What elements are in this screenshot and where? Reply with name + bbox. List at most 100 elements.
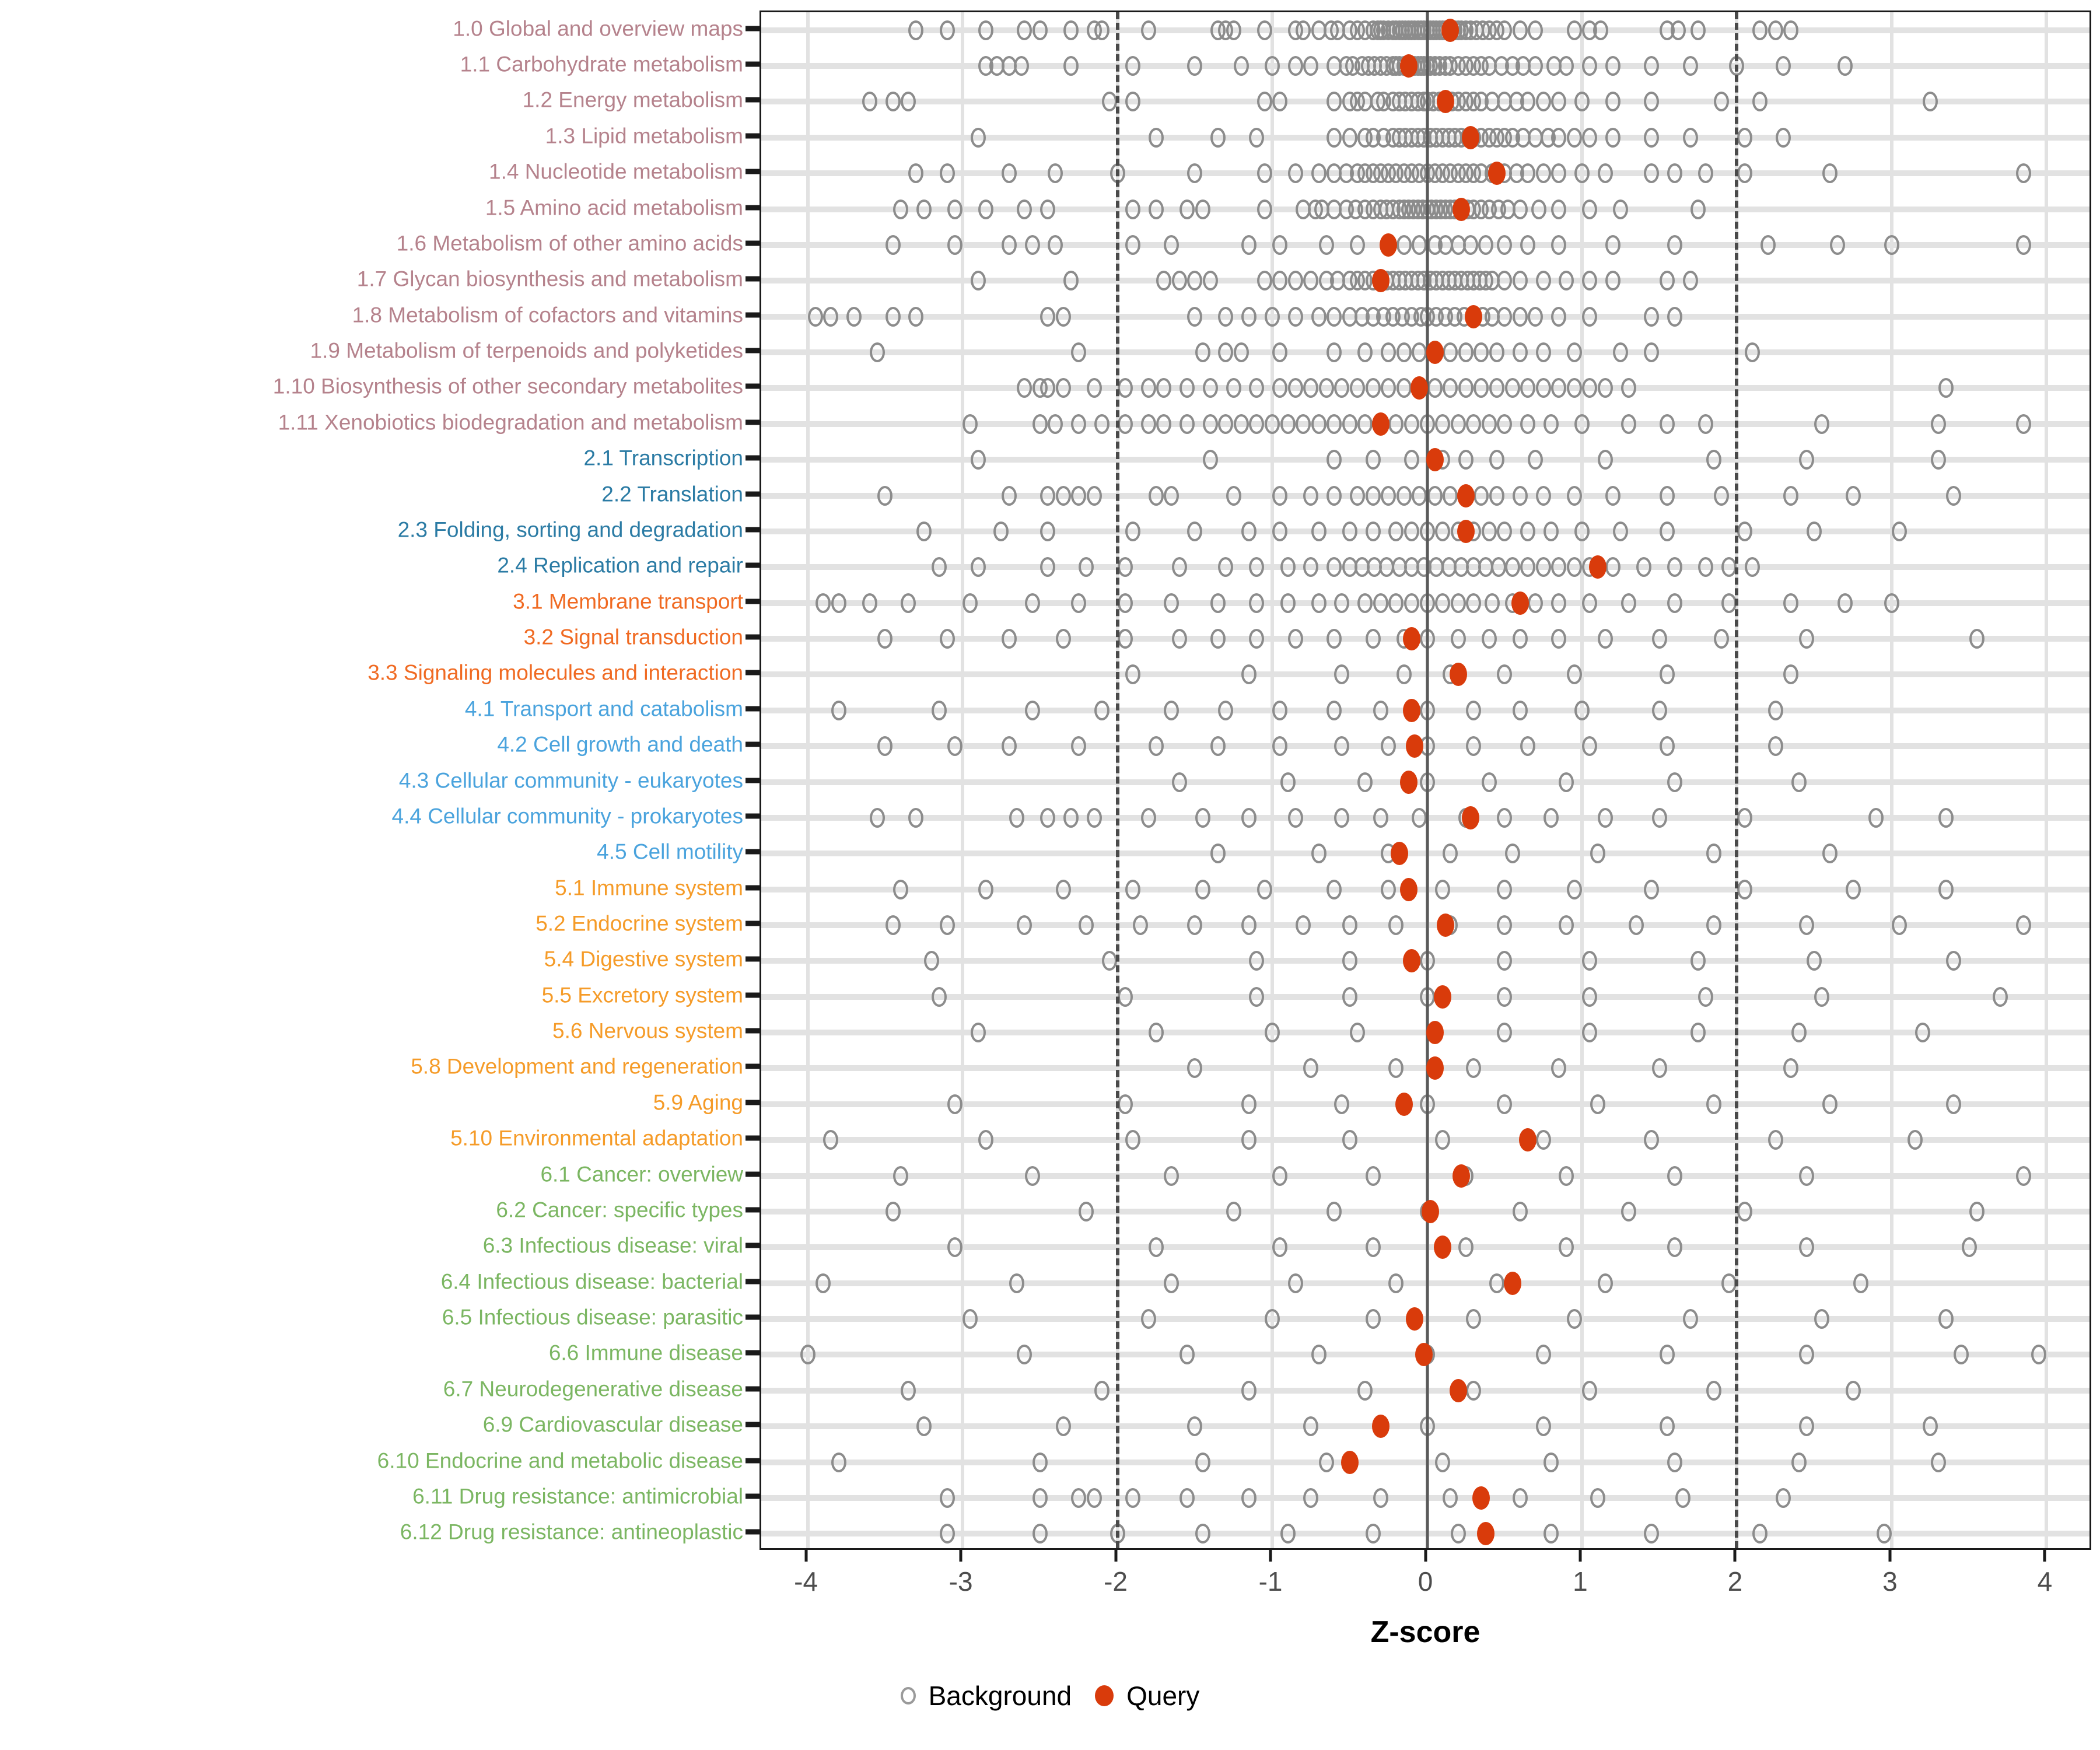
background-point bbox=[1272, 92, 1288, 112]
background-point bbox=[1256, 163, 1272, 184]
background-point bbox=[1032, 414, 1048, 434]
y-axis-label: 5.4 Digestive system bbox=[544, 947, 743, 971]
background-point bbox=[1040, 521, 1056, 541]
background-point bbox=[1938, 378, 1954, 398]
background-point bbox=[1582, 199, 1598, 219]
background-point bbox=[1481, 772, 1497, 792]
legend-item-query[interactable]: Query bbox=[1095, 1680, 1199, 1712]
background-point bbox=[1249, 557, 1265, 578]
background-point bbox=[1024, 700, 1040, 720]
background-point bbox=[1071, 414, 1087, 434]
background-point bbox=[1543, 807, 1559, 828]
background-point bbox=[1233, 56, 1249, 76]
background-point bbox=[1776, 56, 1791, 76]
background-point bbox=[1597, 807, 1613, 828]
background-point bbox=[1187, 915, 1203, 935]
background-point bbox=[1326, 450, 1342, 470]
y-axis-category-labels: 1.0 Global and overview maps 1.1 Carbohyd… bbox=[0, 0, 756, 1552]
background-point bbox=[1280, 414, 1296, 434]
background-point bbox=[1682, 271, 1698, 291]
background-point bbox=[1644, 1130, 1660, 1150]
y-axis-label: 1.0 Global and overview maps bbox=[453, 16, 743, 41]
background-point bbox=[1272, 485, 1288, 506]
background-point bbox=[1651, 629, 1667, 649]
background-point bbox=[1566, 127, 1582, 148]
query-point bbox=[1415, 1343, 1433, 1367]
background-point bbox=[1474, 342, 1489, 363]
background-point bbox=[963, 414, 978, 434]
background-point bbox=[1334, 378, 1350, 398]
background-point bbox=[1311, 1345, 1326, 1365]
background-point bbox=[1117, 593, 1133, 613]
background-point bbox=[885, 1201, 901, 1222]
background-point bbox=[1365, 485, 1381, 506]
background-point bbox=[1334, 664, 1350, 685]
background-point bbox=[1326, 127, 1342, 148]
query-point bbox=[1461, 125, 1479, 149]
background-point bbox=[1597, 1273, 1613, 1293]
background-point bbox=[1272, 1166, 1288, 1186]
background-point bbox=[1559, 1237, 1574, 1258]
background-point bbox=[1326, 92, 1342, 112]
background-point bbox=[1768, 700, 1783, 720]
background-point bbox=[862, 92, 877, 112]
background-point bbox=[1233, 342, 1249, 363]
background-point bbox=[1659, 1416, 1675, 1437]
background-point bbox=[870, 342, 886, 363]
y-axis-tick bbox=[746, 849, 760, 855]
background-point bbox=[1706, 450, 1721, 470]
background-point bbox=[1094, 414, 1110, 434]
background-point bbox=[1605, 485, 1621, 506]
query-point bbox=[1371, 1415, 1390, 1438]
background-point bbox=[1117, 629, 1133, 649]
background-point bbox=[1667, 1237, 1683, 1258]
y-axis-label: 2.1 Transcription bbox=[583, 446, 743, 470]
background-point bbox=[1721, 593, 1737, 613]
query-point bbox=[1472, 1486, 1490, 1510]
background-point bbox=[1381, 378, 1396, 398]
query-point bbox=[1449, 1378, 1467, 1402]
background-point bbox=[1876, 1524, 1892, 1544]
background-point bbox=[1009, 1273, 1025, 1293]
background-point bbox=[1520, 92, 1536, 112]
background-point bbox=[1528, 20, 1544, 40]
x-axis-tick bbox=[2043, 1550, 2046, 1562]
query-point bbox=[1399, 770, 1418, 794]
background-point bbox=[1497, 414, 1513, 434]
background-point bbox=[1396, 235, 1412, 255]
background-point bbox=[1311, 593, 1326, 613]
background-point bbox=[1388, 1058, 1404, 1079]
background-point bbox=[1807, 521, 1822, 541]
y-axis-tick bbox=[746, 1493, 760, 1499]
y-gridline bbox=[761, 1030, 2090, 1036]
background-point bbox=[1520, 557, 1536, 578]
background-point bbox=[1566, 664, 1582, 685]
background-point bbox=[1590, 1488, 1605, 1508]
background-point bbox=[1187, 1058, 1203, 1079]
background-point bbox=[1466, 736, 1482, 757]
x-axis-tick-label: 0 bbox=[1418, 1566, 1433, 1597]
y-axis-label: 6.4 Infectious disease: bacterial bbox=[440, 1269, 743, 1294]
background-point bbox=[1838, 56, 1853, 76]
background-point bbox=[1551, 629, 1567, 649]
background-point bbox=[1814, 414, 1830, 434]
background-point bbox=[1791, 1452, 1807, 1472]
background-point bbox=[892, 199, 908, 219]
background-point bbox=[1497, 235, 1513, 255]
y-axis-tick bbox=[746, 1458, 760, 1464]
background-point bbox=[1117, 986, 1133, 1007]
background-point bbox=[916, 521, 932, 541]
background-point bbox=[1659, 414, 1675, 434]
background-point bbox=[1071, 736, 1087, 757]
background-point bbox=[2015, 163, 2031, 184]
background-point bbox=[1055, 629, 1071, 649]
background-point bbox=[1241, 664, 1257, 685]
background-point bbox=[1249, 951, 1265, 971]
legend-item-background[interactable]: Background bbox=[900, 1680, 1072, 1712]
background-point bbox=[1520, 378, 1536, 398]
background-point bbox=[1783, 485, 1799, 506]
y-axis-tick bbox=[746, 1314, 760, 1320]
background-point bbox=[1218, 700, 1234, 720]
background-point bbox=[1592, 20, 1608, 40]
background-point bbox=[978, 199, 993, 219]
